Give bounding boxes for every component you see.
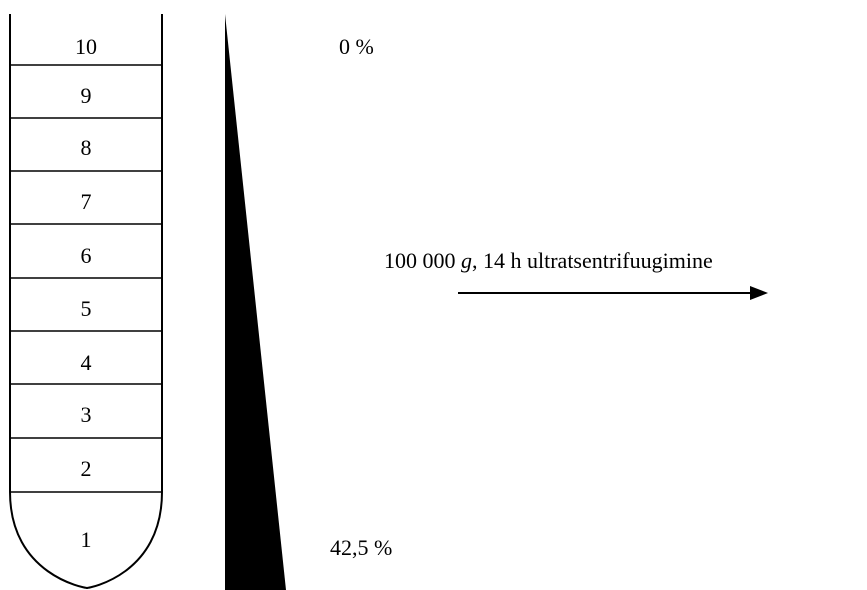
centrifuge-tube: 10 9 8 7 6 5 4 3 2 1: [9, 14, 163, 590]
process-label-prefix: 100 000: [384, 248, 461, 273]
process-label-suffix: , 14 h ultratsentrifuugimine: [472, 248, 713, 273]
fraction-label-2: 2: [81, 456, 92, 481]
fraction-label-7: 7: [81, 189, 92, 214]
fraction-label-10: 10: [75, 34, 97, 59]
process-label: 100 000 g, 14 h ultratsentrifuugimine: [384, 248, 713, 273]
process-label-g: g: [461, 248, 472, 273]
fraction-label-8: 8: [81, 135, 92, 160]
arrow-head: [750, 286, 768, 300]
fraction-label-5: 5: [81, 296, 92, 321]
density-gradient-wedge: [225, 14, 286, 590]
fraction-label-3: 3: [81, 402, 92, 427]
process-arrow: [458, 286, 768, 300]
fraction-label-6: 6: [81, 243, 92, 268]
fraction-label-9: 9: [81, 83, 92, 108]
gradient-bottom-label: 42,5 %: [330, 535, 392, 560]
fraction-label-1: 1: [81, 527, 92, 552]
tube-outline: [9, 14, 163, 590]
fraction-label-4: 4: [81, 350, 92, 375]
gradient-top-label: 0 %: [339, 34, 374, 59]
